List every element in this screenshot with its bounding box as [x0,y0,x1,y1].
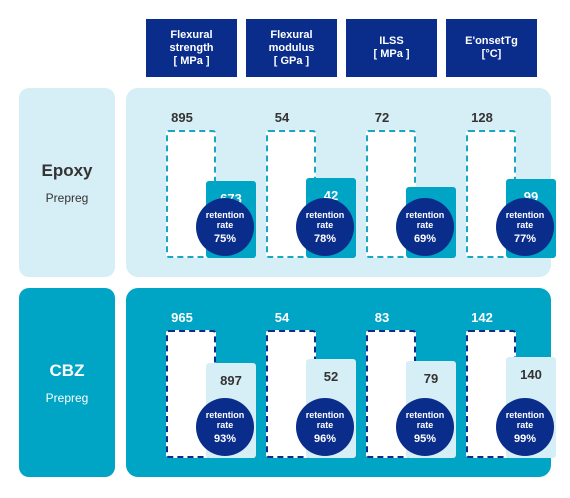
header-eonset-tg: E'onsetTg [°C] [446,19,537,77]
retention-badge-eonset-tg: retention rate 99% [496,398,554,456]
header-line: Flexural [170,28,213,41]
header-line: [°C] [481,48,502,60]
badge-percent: 95% [413,432,437,445]
header-line: strength [169,41,214,54]
badge-percent: 99% [513,432,537,445]
badge-label: rate [316,419,334,430]
badge-label: retention [405,209,445,220]
retention-badge-flexural-modulus: retention rate 78% [296,198,354,256]
value-before-flexural-modulus: 54 [274,310,290,325]
value-after-eonset-tg: 140 [520,367,542,383]
badge-label: retention [205,209,245,220]
row-sub: Prepreg [45,190,89,205]
header-line: [ GPa ] [273,54,310,67]
header-line: modulus [268,41,315,54]
badge-label: retention [305,409,345,420]
row-label-cbz: CBZ Prepreg [19,288,115,477]
row-name: CBZ [49,360,85,380]
value-before-ilss: 83 [374,310,390,325]
badge-label: rate [516,219,534,230]
badge-percent: 69% [413,232,437,245]
retention-badge-flexural-strength: retention rate 75% [196,198,254,256]
badge-label: rate [416,419,434,430]
value-after-flexural-modulus: 52 [323,369,339,385]
badge-label: rate [216,219,234,230]
badge-percent: 75% [213,232,237,245]
chart-panel-cbz: 965 897 retention rate 93% 54 52 retention rate 9… [126,288,556,477]
badge-label: rate [216,419,234,430]
row-name: Epoxy [41,160,93,180]
badge-percent: 96% [313,432,337,445]
header-line: ILSS [379,35,404,47]
value-after-ilss: 79 [423,370,439,386]
retention-badge-flexural-modulus: retention rate 96% [296,398,354,456]
value-before-flexural-modulus: 54 [274,110,290,125]
badge-label: retention [405,409,445,420]
badge-label: rate [316,219,334,230]
retention-badge-ilss: retention rate 95% [396,398,454,456]
retention-badge-ilss: retention rate 69% [396,198,454,256]
value-after-flexural-strength: 897 [220,372,242,388]
header-flexural-strength: Flexural strength [ MPa ] [146,19,237,77]
badge-label: retention [305,209,345,220]
value-before-flexural-strength: 965 [171,310,193,325]
row-label-epoxy: Epoxy Prepreg [19,88,115,277]
value-before-flexural-strength: 895 [171,110,193,125]
value-before-ilss: 72 [374,110,390,125]
badge-percent: 78% [313,232,337,245]
badge-label: retention [205,409,245,420]
badge-label: retention [505,209,545,220]
header-ilss: ILSS [ MPa ] [346,19,437,77]
value-before-eonset-tg: 142 [471,310,493,325]
header-line: Flexural [270,28,313,41]
badge-label: retention [505,409,545,420]
badge-label: rate [516,419,534,430]
header-flexural-modulus: Flexural modulus [ GPa ] [246,19,337,77]
value-before-eonset-tg: 128 [471,110,493,125]
retention-badge-flexural-strength: retention rate 93% [196,398,254,456]
badge-percent: 93% [213,432,237,445]
header-line: [ MPa ] [173,54,210,67]
header-line: [ MPa ] [373,48,410,60]
badge-percent: 77% [513,232,537,245]
chart-panel-epoxy: 895673retentionrate75%5442retentionrate7… [126,88,556,277]
retention-badge-eonset-tg: retention rate 77% [496,198,554,256]
header-line: E'onsetTg [465,35,518,47]
row-sub: Prepreg [45,390,89,405]
badge-label: rate [416,219,434,230]
